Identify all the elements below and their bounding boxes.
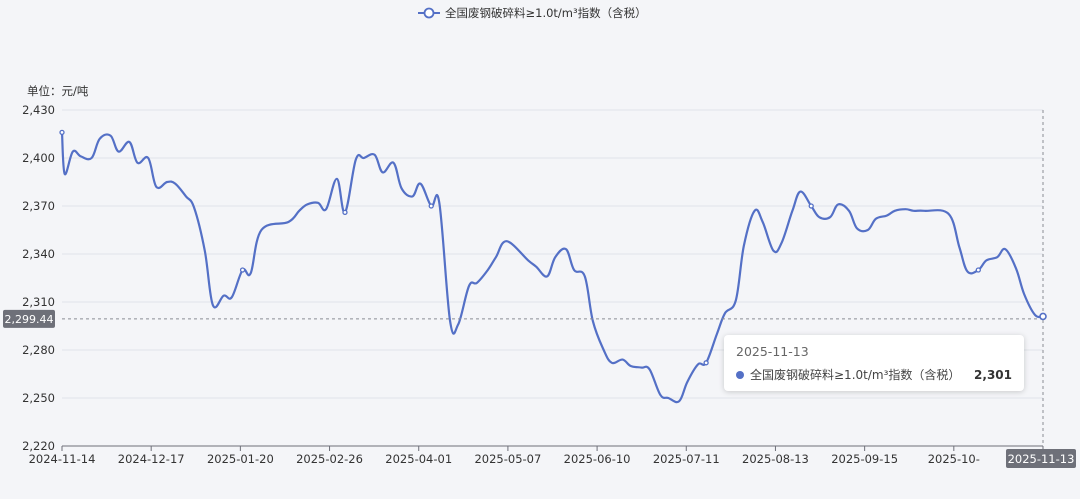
- series-line: [60, 132, 1044, 404]
- y-tick-label: 2,280: [22, 343, 55, 357]
- axis-pointer: 2,299.44 2025-11-13: [3, 110, 1076, 468]
- x-axis-ticks: 2024-11-14 2024-12-17 2025-01-20 2025-02-26…: [29, 446, 1044, 466]
- data-point[interactable]: [975, 267, 981, 273]
- x-tick-label: 2025-04-01: [385, 452, 452, 466]
- data-point[interactable]: [59, 129, 65, 136]
- y-axis-unit-label: 单位：元/吨: [27, 84, 89, 98]
- data-point[interactable]: [239, 267, 246, 273]
- legend[interactable]: 全国废钢破碎料≥1.0t/m³指数（含税）: [418, 6, 647, 20]
- x-tick-label: 2025-10-: [928, 452, 980, 466]
- data-point[interactable]: [428, 203, 434, 209]
- x-axis-pointer-label: 2025-11-13: [1008, 452, 1075, 466]
- x-tick-label: 2025-05-07: [474, 452, 541, 466]
- tooltip-series-name: 全国废钢破碎料≥1.0t/m³指数（含税）: [750, 368, 961, 382]
- y-tick-label: 2,400: [22, 151, 55, 165]
- y-axis-ticks: 2,220 2,250 2,280 2,310 2,340 2,370 2,400 2,430: [22, 103, 55, 453]
- tooltip-value: 2,301: [974, 367, 1012, 382]
- x-tick-label: 2025-02-26: [296, 452, 363, 466]
- y-tick-label: 2,370: [22, 199, 55, 213]
- y-tick-label: 2,250: [22, 391, 55, 405]
- tooltip: 2025-11-13 全国废钢破碎料≥1.0t/m³指数（含税） 2,301: [724, 335, 1024, 391]
- data-point[interactable]: [808, 203, 814, 209]
- x-tick-label: 2024-11-14: [29, 452, 96, 466]
- y-tick-label: 2,220: [22, 439, 55, 453]
- x-tick-label: 2025-09-15: [831, 452, 898, 466]
- tooltip-row: 全国废钢破碎料≥1.0t/m³指数（含税） 2,301: [736, 366, 1012, 383]
- hover-point: [1039, 312, 1047, 321]
- x-tick-label: 2025-06-10: [564, 452, 631, 466]
- legend-circle-icon: [423, 7, 435, 19]
- data-point[interactable]: [342, 209, 348, 216]
- x-tick-label: 2024-12-17: [118, 452, 185, 466]
- grid-lines: [62, 109, 1043, 447]
- y-tick-label: 2,340: [22, 247, 55, 261]
- tooltip-series-dot-icon: [736, 370, 744, 379]
- y-axis-pointer-badge: [3, 309, 55, 328]
- x-tick-label: 2025-08-13: [742, 452, 809, 466]
- y-axis-pointer-label: 2,299.44: [5, 313, 54, 326]
- x-tick-label: 2025-07-11: [653, 452, 720, 466]
- data-point[interactable]: [703, 360, 709, 366]
- x-tick-label: 2025-01-20: [207, 452, 274, 466]
- legend-label: 全国废钢破碎料≥1.0t/m³指数（含税）: [445, 6, 647, 20]
- y-tick-label: 2,310: [22, 295, 55, 309]
- tooltip-date: 2025-11-13: [736, 344, 809, 359]
- x-axis-pointer-badge: [1006, 449, 1076, 468]
- y-tick-label: 2,430: [22, 103, 55, 117]
